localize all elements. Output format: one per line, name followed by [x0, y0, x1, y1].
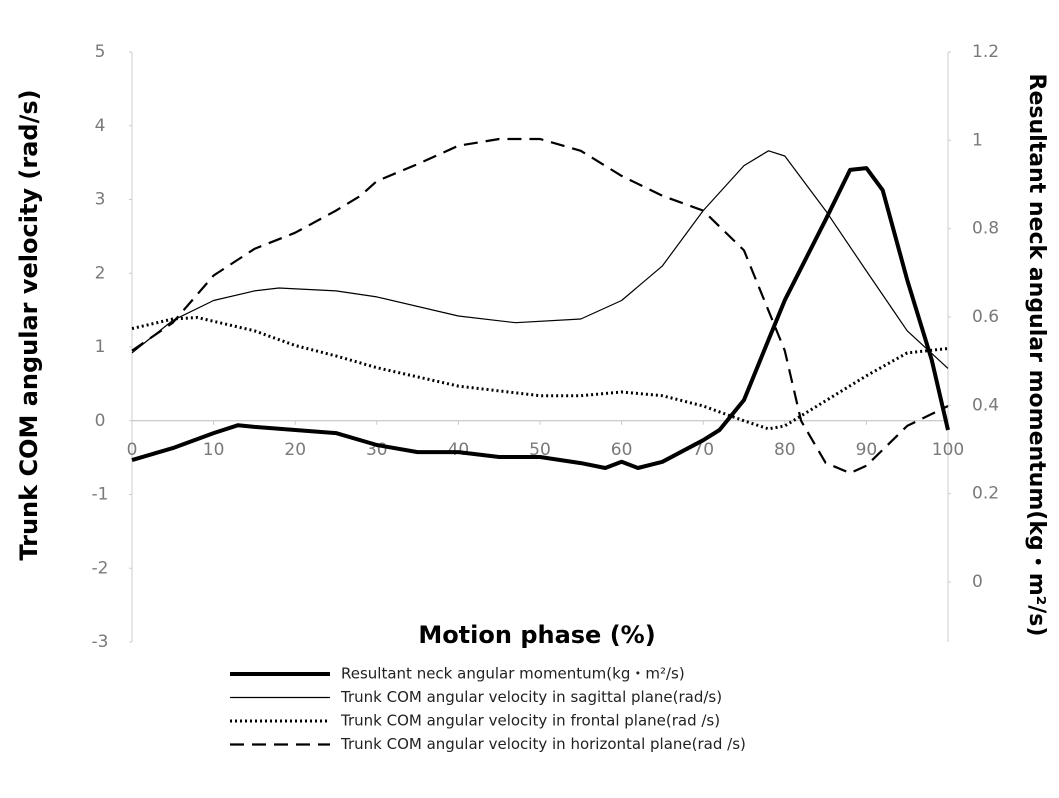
y2-tick-label: 1: [972, 130, 983, 150]
y2-axis-label: Resultant neck angular momentum(kg・m²/s): [1024, 74, 1049, 637]
x-axis-label: Motion phase (%): [418, 621, 655, 649]
series-line: [132, 318, 948, 429]
x-tick-label: 90: [856, 440, 878, 460]
x-tick-label: 80: [774, 440, 796, 460]
x-tick-label: 0: [127, 440, 138, 460]
y-tick-label: 0: [95, 411, 106, 431]
y-tick-label: -3: [92, 632, 109, 652]
legend-label: Trunk COM angular velocity in horizontal…: [340, 735, 746, 753]
y-tick-label: -2: [92, 558, 109, 578]
y2-tick-label: 0.4: [972, 395, 999, 415]
y2-tick-label: 1.2: [972, 42, 999, 62]
legend-label: Trunk COM angular velocity in sagittal p…: [340, 688, 722, 706]
y2-tick-label: 0.8: [972, 219, 999, 239]
y-tick-label: 1: [95, 337, 106, 357]
series-line: [132, 151, 948, 369]
legend-label: Resultant neck angular momentum(kg・m²/s): [341, 665, 685, 683]
x-tick-label: 40: [448, 440, 470, 460]
legend-label: Trunk COM angular velocity in frontal pl…: [340, 712, 720, 730]
y2-tick-label: 0.2: [972, 484, 999, 504]
y-tick-label: 3: [95, 190, 106, 210]
y-axis-label: Trunk COM angular velocity (rad/s): [15, 89, 43, 560]
x-tick-label: 10: [203, 440, 225, 460]
x-tick-label: 100: [932, 440, 964, 460]
y-tick-label: 2: [95, 263, 106, 283]
x-tick-label: 60: [611, 440, 633, 460]
y-tick-label: 5: [95, 42, 106, 62]
x-tick-label: 20: [284, 440, 306, 460]
y2-tick-label: 0.6: [972, 307, 999, 327]
y2-tick-label: 0: [972, 572, 983, 592]
y-tick-label: 4: [95, 116, 106, 136]
y-tick-label: -1: [92, 485, 109, 505]
chart: Trunk COM angular velocity (rad/s) Resul…: [0, 0, 1059, 798]
